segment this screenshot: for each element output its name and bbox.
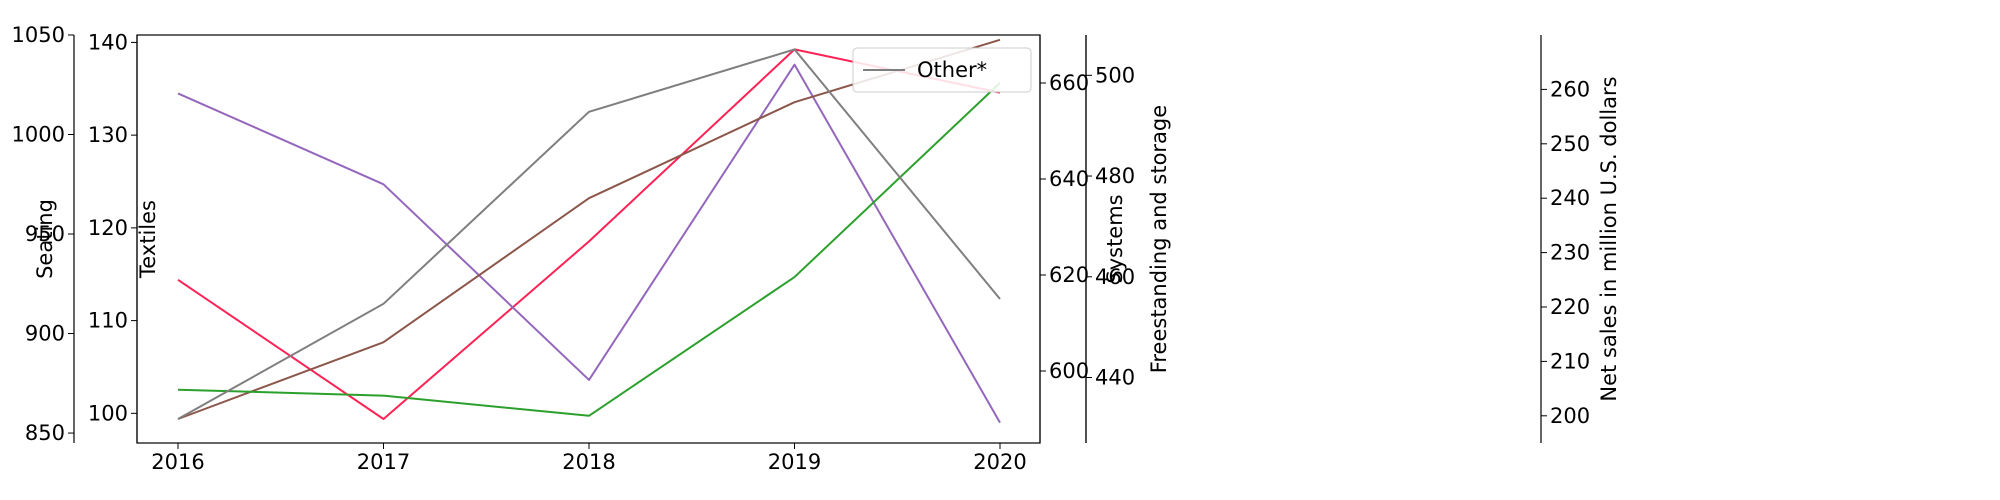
other-tick-label: 640 bbox=[1049, 167, 1089, 191]
x-tick-label: 2017 bbox=[357, 450, 410, 474]
textiles-tick-label: 140 bbox=[88, 30, 128, 54]
seating-tick-label: 900 bbox=[25, 322, 65, 346]
textiles-tick-label: 130 bbox=[88, 123, 128, 147]
x-tick-label: 2018 bbox=[562, 450, 615, 474]
net-sales-tick-label: 210 bbox=[1550, 349, 1590, 373]
net-sales-tick-label: 260 bbox=[1550, 77, 1590, 101]
freestanding-axis-label: Freestanding and storage bbox=[1147, 105, 1171, 373]
net-sales-tick-label: 230 bbox=[1550, 241, 1590, 265]
systems-axis-label: Systems bbox=[1103, 194, 1127, 283]
textiles-tick-label: 120 bbox=[88, 216, 128, 240]
textiles-tick-label: 110 bbox=[88, 309, 128, 333]
net-sales-tick-label: 220 bbox=[1550, 295, 1590, 319]
other-tick-label: 600 bbox=[1049, 359, 1089, 383]
series-line-freestanding-line bbox=[177, 82, 1001, 417]
series-line-other-line bbox=[177, 48, 1001, 420]
systems-tick-label: 460 bbox=[1095, 265, 1135, 289]
systems-tick-label: 500 bbox=[1095, 63, 1135, 87]
axes-layer: 2016 2017 2018 2019 2020 850 900 950 1000 1050 Sea… bbox=[12, 23, 1621, 474]
seating-tick-label: 850 bbox=[25, 421, 65, 445]
other-tick-label: 660 bbox=[1049, 71, 1089, 95]
textiles-axis-label: Textiles bbox=[136, 200, 160, 279]
net-sales-tick-label: 240 bbox=[1550, 186, 1590, 210]
series-line-seating-line bbox=[177, 48, 1001, 420]
systems-tick-label: 480 bbox=[1095, 164, 1135, 188]
other-tick-label: 620 bbox=[1049, 263, 1089, 287]
net-sales-axis-label: Net sales in million U.S. dollars bbox=[1597, 76, 1621, 401]
series-line-textiles-line bbox=[177, 63, 1001, 424]
legend-layer: Other* bbox=[852, 47, 1032, 93]
systems-tick-label: 440 bbox=[1095, 366, 1135, 390]
net-sales-tick-label: 250 bbox=[1550, 132, 1590, 156]
net-sales-tick-label: 200 bbox=[1550, 404, 1590, 428]
seating-tick-label: 1000 bbox=[12, 123, 65, 147]
seating-tick-label: 1050 bbox=[12, 23, 65, 47]
textiles-tick-label: 100 bbox=[88, 401, 128, 425]
legend-label: Other* bbox=[917, 58, 987, 82]
x-tick-label: 2019 bbox=[768, 450, 821, 474]
x-tick-label: 2016 bbox=[151, 450, 204, 474]
legend-box bbox=[852, 47, 1032, 93]
x-tick-label: 2020 bbox=[973, 450, 1026, 474]
seating-tick-label: 950 bbox=[25, 222, 65, 246]
plot-frame bbox=[136, 34, 1041, 444]
series-layer bbox=[177, 38, 1001, 424]
seating-axis-label: Seating bbox=[33, 199, 57, 279]
